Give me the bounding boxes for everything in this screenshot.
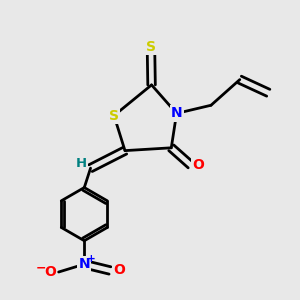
Text: O: O <box>193 158 204 172</box>
Text: N: N <box>171 106 182 120</box>
Text: O: O <box>44 265 56 279</box>
Text: O: O <box>113 263 125 278</box>
Text: S: S <box>146 40 156 54</box>
Text: +: + <box>87 254 96 264</box>
Text: H: H <box>76 157 87 170</box>
Text: −: − <box>36 262 47 275</box>
Text: S: S <box>109 109 119 123</box>
Text: N: N <box>79 257 90 271</box>
